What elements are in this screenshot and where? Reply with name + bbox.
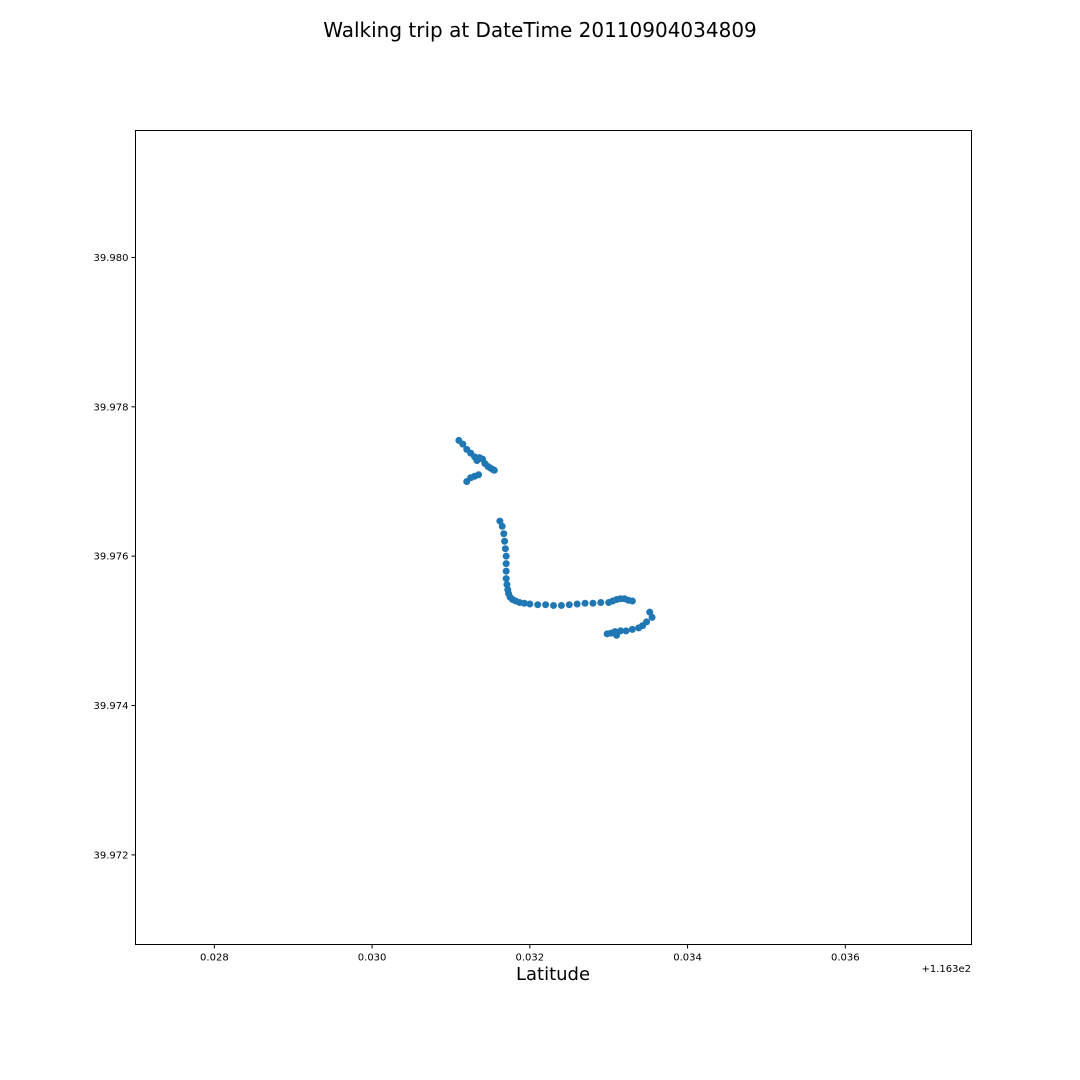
scatter-point <box>496 517 504 525</box>
scatter-point <box>500 530 508 538</box>
scatter-point <box>613 631 621 639</box>
scatter-point <box>603 630 611 638</box>
x-axis-ticks: 0.028 0.030 0.032 0.034 0.036 <box>200 944 860 964</box>
scatter-point <box>573 600 581 608</box>
x-axis-offset-label: +1.163e2 <box>921 964 971 975</box>
plot-area <box>135 130 972 945</box>
scatter-point <box>550 601 557 609</box>
chart-title: Walking trip at DateTime 20110904034809 <box>323 18 757 42</box>
scatter-point <box>498 522 506 530</box>
y-tick-label: 39.972 <box>94 850 129 861</box>
scatter-point <box>475 471 483 479</box>
scatter-point <box>490 466 498 474</box>
scatter-point <box>617 627 625 635</box>
x-tick-label: 0.032 <box>516 953 545 964</box>
scatter-point <box>526 600 534 608</box>
scatter-point <box>646 608 654 616</box>
scatter-point <box>502 560 510 568</box>
scatter-point <box>501 537 509 545</box>
scatter-point <box>459 440 467 448</box>
scatter-point <box>581 599 589 607</box>
x-tick-label: 0.028 <box>200 953 229 964</box>
scatter-point <box>557 601 565 609</box>
scatter-point <box>648 613 656 621</box>
scatter-point <box>589 599 597 607</box>
scatter-point <box>628 597 636 605</box>
y-tick-label: 39.978 <box>94 402 129 413</box>
y-axis-ticks: 39.972 39.974 39.976 39.978 39.980 <box>94 253 136 861</box>
x-axis-label: Latitude <box>516 964 590 985</box>
scatter-point <box>502 567 510 575</box>
scatter-point <box>520 599 528 607</box>
scatter-point <box>542 601 550 609</box>
x-tick-label: 0.034 <box>673 953 702 964</box>
scatter-point <box>635 624 643 632</box>
scatter-point <box>597 598 605 606</box>
scatter-point <box>622 627 630 635</box>
scatter-point <box>501 545 509 553</box>
scatter-point <box>502 575 510 583</box>
scatter-point <box>502 552 510 560</box>
scatter-point <box>534 601 542 609</box>
y-tick-label: 39.976 <box>94 552 129 563</box>
y-tick-label: 39.974 <box>94 701 129 712</box>
x-tick-label: 0.036 <box>831 953 860 964</box>
scatter-point <box>628 625 636 633</box>
scatter-point <box>565 601 573 609</box>
scatter-point <box>503 581 511 589</box>
x-tick-label: 0.030 <box>358 953 387 964</box>
scatter-points <box>455 436 656 639</box>
y-tick-label: 39.980 <box>94 253 129 264</box>
